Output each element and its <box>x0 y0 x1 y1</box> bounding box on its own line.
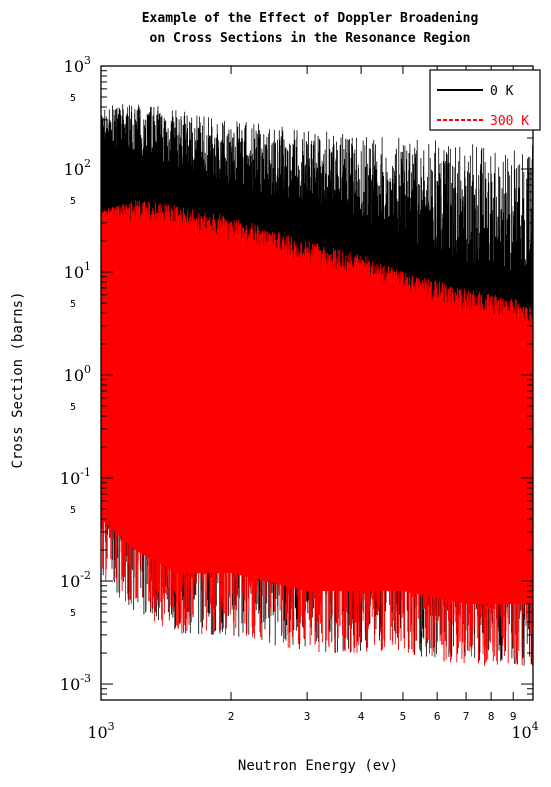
x-tick-label-minor: 3 <box>304 710 311 723</box>
y-axis-label: Cross Section (barns) <box>10 291 26 468</box>
chart-subtitle: on Cross Sections in the Resonance Regio… <box>150 31 471 46</box>
x-tick-label-minor: 5 <box>400 710 407 723</box>
x-tick-label-minor: 8 <box>488 710 495 723</box>
y-tick-label-minor: 5 <box>70 196 76 207</box>
x-tick-label-minor: 9 <box>510 710 517 723</box>
chart-title: Example of the Effect of Doppler Broaden… <box>142 11 479 26</box>
y-tick-label: 103 <box>64 54 91 76</box>
y-tick-label: 10-1 <box>60 466 91 488</box>
y-tick-label-minor: 5 <box>70 505 76 516</box>
x-tick-label: 103 <box>87 720 114 742</box>
x-axis-label: Neutron Energy (ev) <box>238 758 398 774</box>
y-tick-label: 102 <box>64 157 91 179</box>
x-tick-label: 104 <box>511 720 538 742</box>
legend-label-0k: 0 K <box>490 84 514 99</box>
y-tick-label: 10-3 <box>60 672 91 694</box>
y-tick-label-minor: 5 <box>70 402 76 413</box>
x-tick-label-minor: 2 <box>228 710 235 723</box>
y-tick-label-minor: 5 <box>70 93 76 104</box>
legend-label-300k: 300 K <box>490 114 529 129</box>
x-tick-label-minor: 6 <box>434 710 441 723</box>
x-tick-label-minor: 7 <box>463 710 470 723</box>
y-tick-label-minor: 5 <box>70 299 76 310</box>
y-tick-label: 10-2 <box>60 569 91 591</box>
data-layer <box>101 104 533 666</box>
y-tick-label-minor: 5 <box>70 608 76 619</box>
legend: 0 K 300 K <box>430 70 540 130</box>
y-tick-label: 101 <box>64 260 91 282</box>
x-tick-label-minor: 4 <box>358 710 365 723</box>
y-tick-label: 100 <box>64 363 91 385</box>
